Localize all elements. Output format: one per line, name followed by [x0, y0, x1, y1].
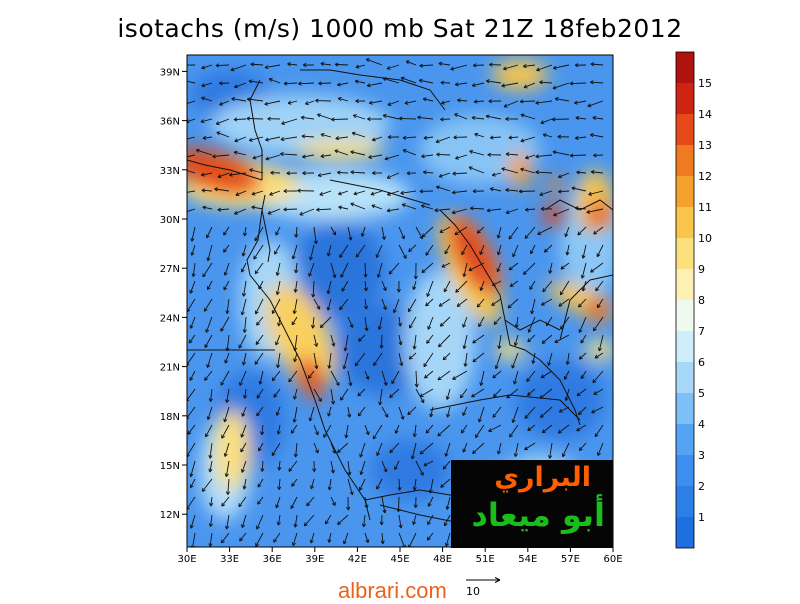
colorbar-swatch — [676, 207, 694, 238]
colorbar-label: 4 — [698, 418, 705, 431]
lon-tick-label: 30E — [177, 554, 196, 565]
longitude-axis: 30E 33E 36E 39E 42E 45E 48E 51E 54E 57E 60E — [177, 547, 622, 565]
lat-tick-label: 21N — [160, 363, 180, 374]
wind-vector — [570, 83, 586, 84]
wind-vector — [335, 64, 348, 65]
reference-vector-label: 10 — [466, 585, 480, 598]
wind-vector-head — [179, 192, 182, 195]
wind-vector-head — [181, 79, 184, 82]
colorbar-swatch — [676, 269, 694, 300]
colorbar-swatch — [676, 486, 694, 517]
logo-line-2: أبو ميعاد — [471, 496, 605, 534]
lon-tick-label: 60E — [603, 554, 622, 565]
logo-line-1: البراري — [494, 462, 591, 493]
lat-tick-label: 24N — [160, 313, 180, 324]
colorbar-swatch — [676, 455, 694, 486]
wind-vector — [570, 155, 586, 156]
wind-vector-head — [183, 210, 186, 213]
colorbar-label: 2 — [698, 480, 705, 493]
footer-site-link[interactable]: albrari.com — [338, 578, 447, 604]
colorbar-label: 3 — [698, 449, 705, 462]
wind-vector — [331, 119, 348, 120]
colorbar-swatch — [676, 114, 694, 145]
lon-tick-label: 36E — [263, 554, 282, 565]
colorbar-label: 8 — [698, 294, 705, 307]
colorbar-label: 9 — [698, 263, 705, 276]
wind-vector — [399, 118, 416, 119]
wind-vector — [436, 154, 450, 155]
latitude-axis: 39N 36N 33N 30N 27N 24N 21N 18N 15N 12N — [160, 67, 187, 521]
wind-vector — [216, 65, 229, 66]
lat-tick-label: 18N — [160, 412, 180, 423]
wind-vector-head — [182, 63, 185, 66]
lat-tick-label: 15N — [160, 461, 180, 472]
lat-tick-label: 36N — [160, 117, 180, 128]
wind-vector — [381, 335, 382, 348]
colorbar-swatch — [676, 300, 694, 331]
lon-tick-label: 42E — [348, 554, 367, 565]
wind-vector — [247, 118, 263, 119]
wind-vector-head — [181, 156, 184, 159]
wind-vector — [284, 83, 297, 84]
wind-vector — [520, 101, 535, 102]
wind-vector — [519, 191, 535, 192]
wind-vector-head — [182, 138, 185, 141]
colorbar-swatch — [676, 393, 694, 424]
watermark-logo: البراري أبو ميعاد — [451, 460, 613, 548]
lon-tick-label: 45E — [390, 554, 409, 565]
lon-tick-label: 54E — [518, 554, 537, 565]
colorbar-label: 6 — [698, 356, 705, 369]
colorbar-swatch — [676, 517, 694, 548]
colorbar-label: 7 — [698, 325, 705, 338]
lon-tick-label: 39E — [305, 554, 324, 565]
lat-tick-label: 12N — [160, 510, 180, 521]
colorbar-label: 13 — [698, 139, 712, 152]
lon-tick-label: 51E — [476, 554, 495, 565]
colorbar-label: 1 — [698, 511, 705, 524]
lon-tick-label: 33E — [220, 554, 239, 565]
lat-tick-label: 30N — [160, 215, 180, 226]
colorbar-swatch — [676, 424, 694, 455]
wind-vector-head — [180, 103, 183, 106]
colorbar-swatch — [676, 176, 694, 207]
colorbar-label: 10 — [698, 232, 712, 245]
wind-vector — [284, 209, 297, 210]
colorbar-swatch — [676, 238, 694, 269]
lon-tick-label: 48E — [433, 554, 452, 565]
colorbar-swatch — [676, 52, 694, 83]
lat-tick-label: 27N — [160, 264, 180, 275]
colorbar-swatch — [676, 83, 694, 114]
colorbar-label: 15 — [698, 77, 712, 90]
colorbar-label: 12 — [698, 170, 712, 183]
colorbar-label: 11 — [698, 201, 712, 214]
colorbar-swatch — [676, 331, 694, 362]
colorbar-label: 5 — [698, 387, 705, 400]
lon-tick-label: 57E — [561, 554, 580, 565]
colorbar-swatch — [676, 145, 694, 176]
lat-tick-label: 33N — [160, 166, 180, 177]
colorbar-swatch — [676, 362, 694, 393]
wind-vector — [234, 119, 246, 120]
colorbar-label: 14 — [698, 108, 712, 121]
lat-tick-label: 39N — [160, 67, 180, 78]
